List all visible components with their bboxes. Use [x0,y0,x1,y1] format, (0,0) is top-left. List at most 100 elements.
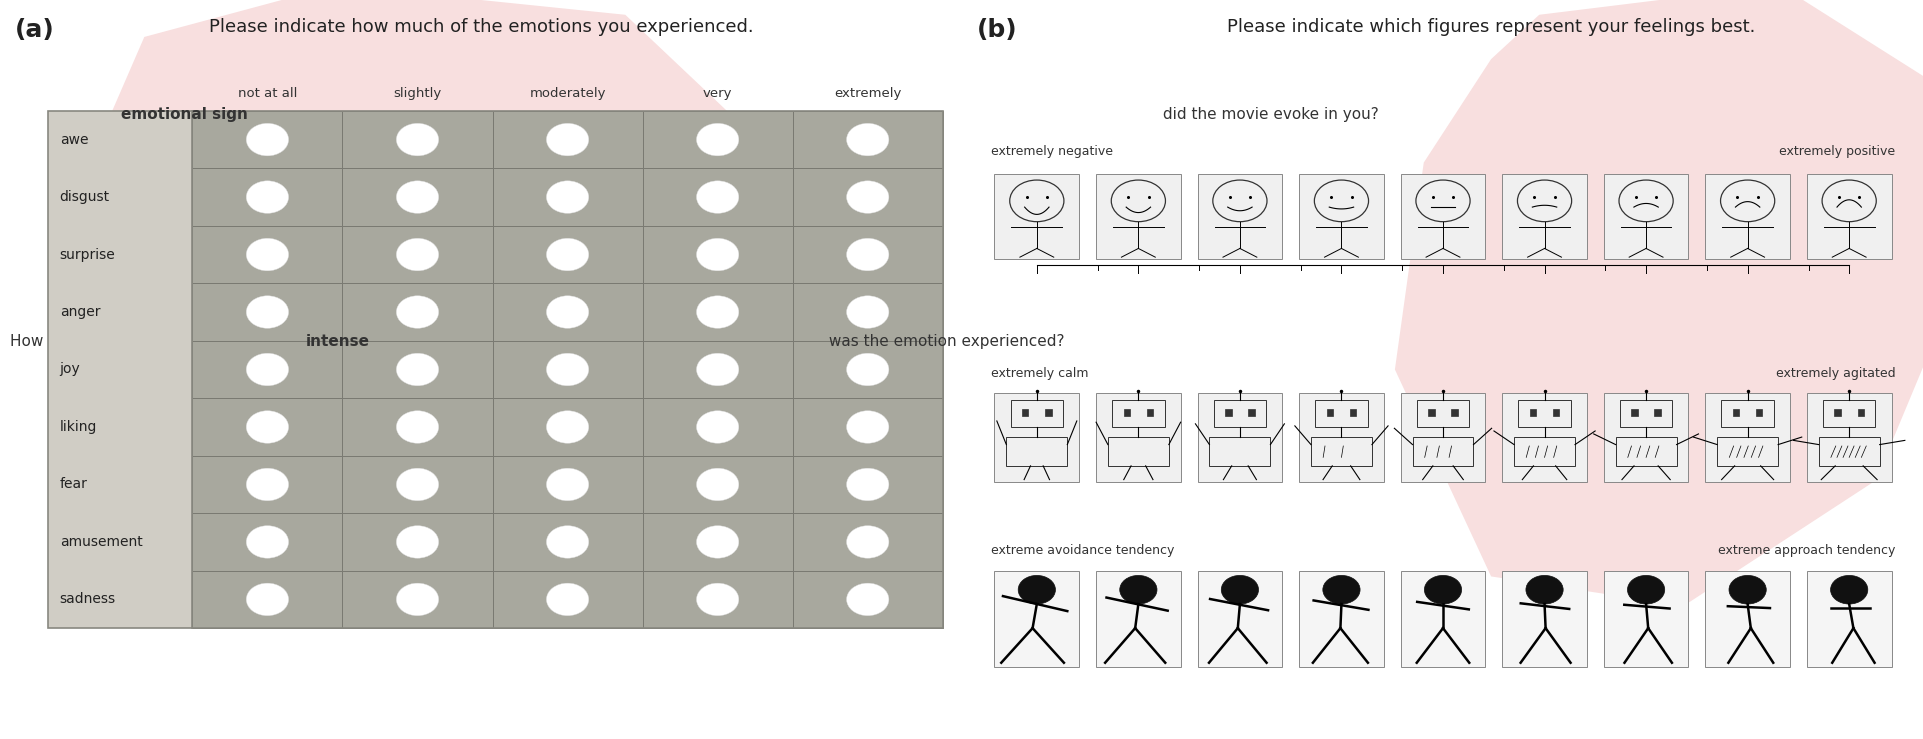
Circle shape [396,181,438,214]
Circle shape [696,469,738,501]
FancyBboxPatch shape [342,168,492,226]
Text: fear: fear [60,477,87,491]
Circle shape [546,181,588,214]
FancyBboxPatch shape [792,341,942,398]
Circle shape [396,353,438,386]
FancyBboxPatch shape [642,226,792,283]
FancyBboxPatch shape [192,571,342,628]
Circle shape [1423,576,1461,604]
FancyBboxPatch shape [1096,571,1181,667]
Circle shape [696,181,738,214]
FancyBboxPatch shape [1298,174,1383,259]
Circle shape [696,123,738,156]
Circle shape [1829,576,1867,604]
FancyBboxPatch shape [1411,437,1473,466]
Text: joy: joy [60,363,81,376]
Circle shape [396,238,438,270]
FancyBboxPatch shape [994,571,1079,667]
FancyBboxPatch shape [642,456,792,513]
Circle shape [246,181,288,214]
FancyBboxPatch shape [192,111,342,168]
FancyBboxPatch shape [1502,393,1586,482]
Circle shape [846,525,888,558]
Circle shape [246,238,288,270]
FancyBboxPatch shape [192,226,342,283]
Circle shape [696,583,738,616]
FancyBboxPatch shape [1631,409,1636,415]
FancyBboxPatch shape [1400,174,1485,259]
Circle shape [846,296,888,328]
Circle shape [846,469,888,501]
Circle shape [1323,576,1360,604]
Text: extremely agitated: extremely agitated [1775,367,1894,380]
Text: not at all: not at all [238,86,296,100]
FancyBboxPatch shape [1502,174,1586,259]
Text: extremely calm: extremely calm [990,367,1088,380]
FancyBboxPatch shape [792,513,942,571]
FancyBboxPatch shape [792,168,942,226]
Text: anger: anger [60,305,100,319]
FancyBboxPatch shape [1225,409,1231,415]
FancyBboxPatch shape [1806,174,1890,259]
FancyBboxPatch shape [1615,437,1675,466]
FancyBboxPatch shape [1552,409,1558,415]
Circle shape [246,123,288,156]
Text: amusement: amusement [60,535,142,549]
FancyBboxPatch shape [342,111,492,168]
FancyBboxPatch shape [492,398,642,456]
FancyBboxPatch shape [492,571,642,628]
Text: How: How [10,334,48,349]
FancyBboxPatch shape [1704,571,1788,667]
FancyBboxPatch shape [492,456,642,513]
FancyBboxPatch shape [792,398,942,456]
FancyBboxPatch shape [1529,409,1535,415]
Text: moderately: moderately [529,86,606,100]
FancyBboxPatch shape [1298,571,1383,667]
FancyBboxPatch shape [1817,437,1879,466]
FancyBboxPatch shape [192,513,342,571]
FancyBboxPatch shape [1427,409,1435,415]
Text: Please indicate how much of the emotions you experienced.: Please indicate how much of the emotions… [208,18,754,36]
Text: extremely: extremely [833,86,902,100]
FancyBboxPatch shape [492,226,642,283]
FancyBboxPatch shape [342,456,492,513]
Circle shape [546,583,588,616]
Circle shape [396,469,438,501]
FancyBboxPatch shape [192,341,342,398]
FancyBboxPatch shape [1654,409,1660,415]
Circle shape [696,525,738,558]
Circle shape [246,525,288,558]
FancyBboxPatch shape [492,111,642,168]
Text: Please indicate which figures represent your feelings best.: Please indicate which figures represent … [1227,18,1754,36]
FancyBboxPatch shape [642,111,792,168]
Text: (a): (a) [15,18,54,42]
Circle shape [1119,576,1156,604]
FancyBboxPatch shape [1196,393,1281,482]
Circle shape [246,353,288,386]
FancyBboxPatch shape [492,168,642,226]
Text: did the movie evoke in you?: did the movie evoke in you? [1158,107,1377,122]
Text: awe: awe [60,132,88,146]
FancyBboxPatch shape [1721,401,1773,427]
FancyBboxPatch shape [1704,174,1788,259]
FancyBboxPatch shape [1756,409,1761,415]
FancyBboxPatch shape [1327,409,1333,415]
FancyBboxPatch shape [1210,437,1269,466]
FancyBboxPatch shape [642,571,792,628]
Circle shape [1017,576,1056,604]
Text: disgust: disgust [60,190,110,204]
Text: (b): (b) [975,18,1017,42]
FancyBboxPatch shape [1248,409,1254,415]
Circle shape [846,181,888,214]
FancyBboxPatch shape [1044,409,1052,415]
Text: liking: liking [60,420,96,434]
FancyBboxPatch shape [642,398,792,456]
FancyBboxPatch shape [792,226,942,283]
Circle shape [546,123,588,156]
FancyBboxPatch shape [792,283,942,341]
FancyBboxPatch shape [492,513,642,571]
Circle shape [846,583,888,616]
Circle shape [246,469,288,501]
FancyBboxPatch shape [342,226,492,283]
FancyBboxPatch shape [1513,437,1575,466]
